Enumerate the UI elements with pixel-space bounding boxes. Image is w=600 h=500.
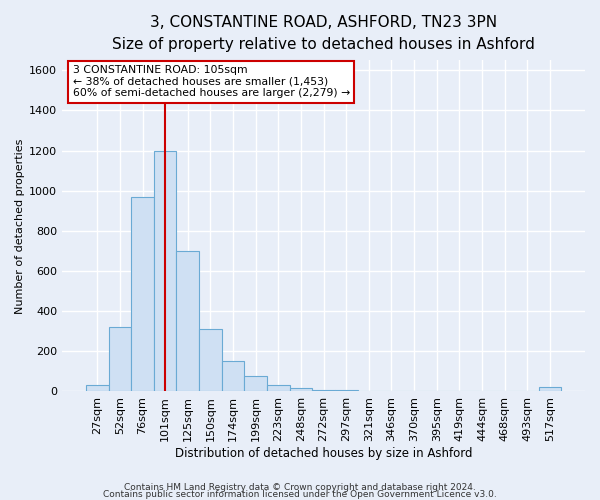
Bar <box>403 391 425 392</box>
Y-axis label: Number of detached properties: Number of detached properties <box>15 138 25 314</box>
Bar <box>335 390 358 392</box>
Bar <box>86 386 109 392</box>
Bar <box>109 327 131 392</box>
Bar <box>425 391 448 392</box>
Bar <box>470 391 493 392</box>
Title: 3, CONSTANTINE ROAD, ASHFORD, TN23 3PN
Size of property relative to detached hou: 3, CONSTANTINE ROAD, ASHFORD, TN23 3PN S… <box>112 15 535 52</box>
Bar <box>199 329 222 392</box>
Text: Contains public sector information licensed under the Open Government Licence v3: Contains public sector information licen… <box>103 490 497 499</box>
Bar <box>267 386 290 392</box>
Text: 3 CONSTANTINE ROAD: 105sqm
← 38% of detached houses are smaller (1,453)
60% of s: 3 CONSTANTINE ROAD: 105sqm ← 38% of deta… <box>73 66 350 98</box>
Bar <box>358 391 380 392</box>
X-axis label: Distribution of detached houses by size in Ashford: Distribution of detached houses by size … <box>175 447 472 460</box>
Bar <box>493 391 516 392</box>
Bar <box>131 197 154 392</box>
Bar <box>312 390 335 392</box>
Bar <box>244 376 267 392</box>
Bar <box>176 251 199 392</box>
Text: Contains HM Land Registry data © Crown copyright and database right 2024.: Contains HM Land Registry data © Crown c… <box>124 484 476 492</box>
Bar <box>448 391 470 392</box>
Bar <box>516 391 539 392</box>
Bar <box>380 391 403 392</box>
Bar <box>539 388 561 392</box>
Bar <box>154 150 176 392</box>
Bar <box>222 362 244 392</box>
Bar <box>290 388 312 392</box>
